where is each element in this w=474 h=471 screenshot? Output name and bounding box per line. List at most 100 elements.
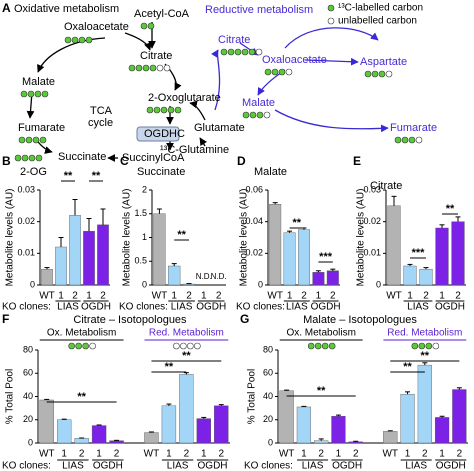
y-tick-label: 60 bbox=[23, 368, 33, 378]
group-label: OGDH bbox=[436, 461, 466, 471]
x-tick-label: WT bbox=[39, 449, 55, 460]
x-tick-label: 2 bbox=[422, 449, 428, 460]
bar bbox=[83, 230, 95, 286]
carbon-dot bbox=[180, 342, 187, 350]
x-tick-label: 2 bbox=[353, 449, 359, 460]
y-tick-label: 0 bbox=[268, 437, 273, 447]
x-tick-label: 1 bbox=[407, 291, 413, 302]
carbon-dot bbox=[278, 68, 286, 76]
carbon-dot bbox=[156, 64, 164, 72]
carbon-dot bbox=[234, 48, 242, 56]
carbon-dot bbox=[314, 342, 322, 350]
group-label: LIAS bbox=[407, 302, 429, 313]
group-label: LIAS bbox=[62, 461, 84, 471]
x-tick-label: WT bbox=[144, 449, 160, 460]
significance-label: ** bbox=[446, 203, 455, 215]
carbon-dot bbox=[163, 64, 171, 72]
y-tick-label: 20 bbox=[23, 414, 33, 424]
bar bbox=[168, 265, 181, 286]
section-title: Oxidative metabolism bbox=[14, 3, 119, 15]
group-label: LIAS bbox=[167, 461, 189, 471]
bar bbox=[74, 438, 89, 444]
value-label: N.D. bbox=[196, 272, 212, 281]
bar bbox=[452, 389, 467, 444]
group-label: OGDH bbox=[332, 461, 362, 471]
bar bbox=[182, 283, 196, 286]
bar bbox=[312, 272, 325, 286]
carbon-dot bbox=[432, 342, 440, 350]
y-axis-label: Metabolite levels (AU) bbox=[356, 189, 367, 287]
x-tick-label: 1 bbox=[171, 291, 177, 302]
significance-label: ** bbox=[421, 350, 430, 362]
x-tick-label: 1 bbox=[439, 291, 445, 302]
carbon-dot bbox=[194, 342, 201, 350]
significance-label: ** bbox=[317, 385, 326, 397]
x-group-prefix: KO clones: bbox=[244, 461, 293, 471]
y-tick-label: 80 bbox=[263, 344, 273, 354]
chart-title: Malate bbox=[254, 166, 287, 178]
y-tick-label: 0.06 bbox=[245, 184, 263, 194]
bar bbox=[279, 390, 294, 444]
significance-label: ** bbox=[403, 361, 412, 373]
x-tick-label: 2 bbox=[186, 291, 192, 302]
metabolite-label: Citrate bbox=[218, 34, 250, 46]
bar bbox=[417, 364, 432, 444]
group-label: OGDH bbox=[196, 302, 226, 313]
carbon-dot bbox=[21, 154, 29, 162]
x-tick-label: 1 bbox=[96, 449, 102, 460]
carbon-dot bbox=[378, 70, 386, 78]
bar bbox=[109, 440, 124, 444]
carbon-dot bbox=[187, 342, 194, 350]
x-tick-label: 2 bbox=[79, 449, 85, 460]
y-tick-label: 0.5 bbox=[134, 256, 147, 266]
panel-letter: D bbox=[237, 154, 246, 168]
carbon-dot bbox=[307, 342, 315, 350]
legend-entry: unlabelled carbon bbox=[338, 16, 417, 27]
section-title: Reductive metabolism bbox=[205, 4, 313, 16]
carbon-dot bbox=[249, 111, 257, 119]
carbon-dot bbox=[167, 106, 175, 114]
significance-label: ** bbox=[165, 361, 174, 373]
x-group-prefix: KO clones: bbox=[119, 302, 168, 313]
carbon-dot bbox=[142, 64, 150, 72]
carbon-dot bbox=[173, 342, 180, 350]
x-tick-label: 2 bbox=[318, 449, 324, 460]
group-label: OGDH bbox=[311, 302, 341, 313]
bar bbox=[179, 374, 194, 444]
carbon-dot bbox=[85, 36, 93, 44]
significance-label: ** bbox=[64, 170, 73, 182]
carbon-dot bbox=[28, 154, 36, 162]
group-label: OGDH bbox=[435, 302, 465, 313]
x-group-prefix: KO clones: bbox=[2, 302, 51, 313]
enzyme-box bbox=[136, 126, 180, 142]
x-tick-label: 1 bbox=[58, 291, 64, 302]
y-axis-label: Metabolite levels (AU) bbox=[122, 189, 133, 287]
bar bbox=[451, 221, 465, 286]
y-tick-label: 40 bbox=[263, 391, 273, 401]
legend-entry: ¹³C-labelled carbon bbox=[338, 3, 423, 14]
panel-letter: F bbox=[2, 312, 9, 326]
bar bbox=[91, 425, 107, 444]
carbon-dot bbox=[27, 90, 35, 98]
significance-label: ** bbox=[92, 170, 101, 182]
carbon-dot bbox=[364, 70, 372, 78]
group-label: LIAS bbox=[171, 302, 193, 313]
y-tick-label: 0 bbox=[376, 279, 381, 289]
chart-title: 2-OG bbox=[20, 166, 47, 178]
carbon-dot bbox=[160, 106, 168, 114]
carbon-dot bbox=[415, 136, 423, 144]
carbon-dot bbox=[220, 48, 228, 56]
bar bbox=[69, 215, 81, 286]
x-group-prefix: KO clones: bbox=[236, 302, 285, 313]
carbon-dot bbox=[149, 64, 157, 72]
y-tick-label: 0.04 bbox=[245, 216, 263, 226]
y-tick-label: 0 bbox=[28, 437, 33, 447]
bar bbox=[435, 227, 449, 286]
y-tick-label: 0.03 bbox=[363, 184, 381, 194]
x-tick-label: 2 bbox=[100, 291, 106, 302]
bar bbox=[296, 406, 312, 444]
y-tick-label: 0.01 bbox=[17, 248, 35, 258]
series-name: Red. Metabolism bbox=[387, 328, 462, 339]
bar bbox=[387, 205, 401, 286]
